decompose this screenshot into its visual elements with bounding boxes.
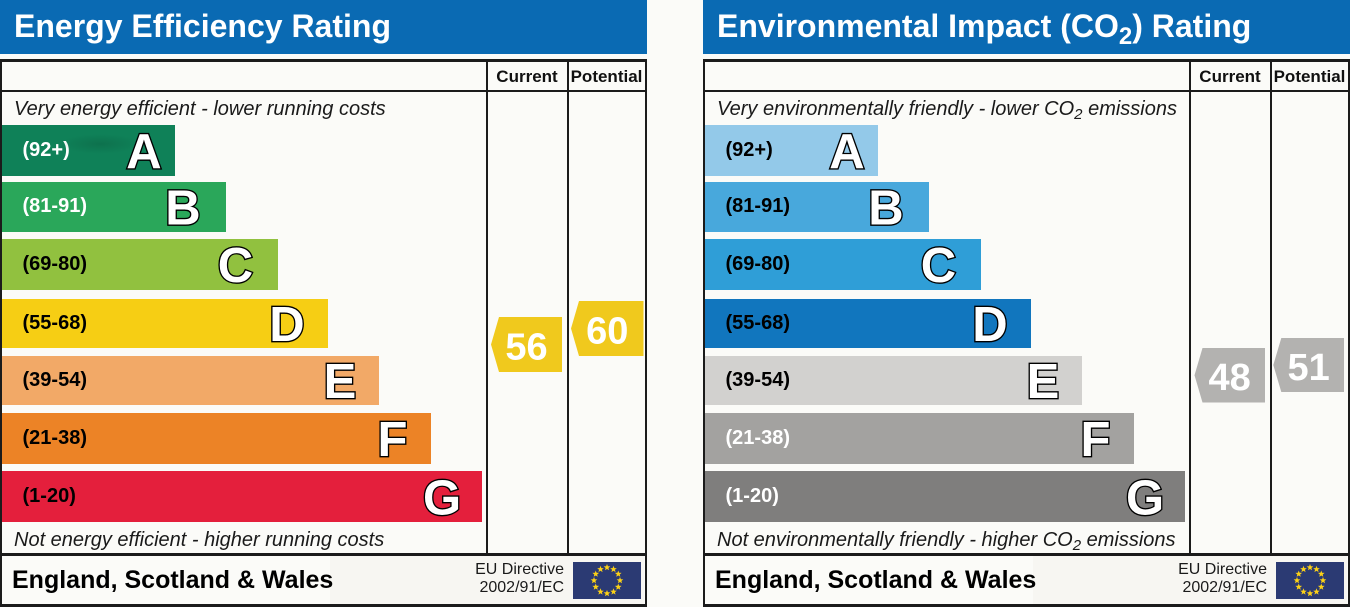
svg-text:E: E — [1027, 355, 1060, 409]
svg-text:48: 48 — [1209, 357, 1251, 399]
svg-text:E: E — [324, 355, 357, 409]
svg-text:51: 51 — [1287, 347, 1329, 389]
svg-text:G: G — [423, 472, 461, 526]
svg-text:D: D — [269, 298, 304, 352]
svg-text:B: B — [165, 182, 200, 236]
svg-text:56: 56 — [505, 327, 547, 369]
svg-text:D: D — [972, 298, 1007, 352]
svg-text:A: A — [829, 125, 864, 179]
svg-text:C: C — [218, 239, 253, 293]
svg-text:F: F — [1081, 413, 1111, 467]
svg-text:F: F — [378, 413, 408, 467]
svg-text:60: 60 — [586, 311, 628, 353]
svg-text:G: G — [1126, 472, 1164, 526]
svg-text:A: A — [126, 125, 161, 179]
svg-text:C: C — [921, 239, 956, 293]
svg-text:B: B — [868, 182, 903, 236]
